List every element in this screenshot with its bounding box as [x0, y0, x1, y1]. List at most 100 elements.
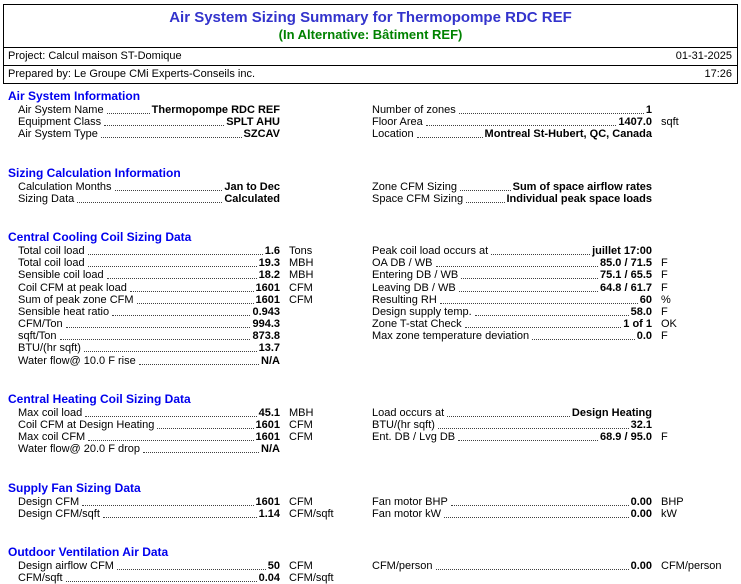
dot-leader — [437, 419, 629, 429]
dot-leader — [143, 443, 260, 454]
row-unit: sqft — [661, 116, 679, 129]
dot-leader — [116, 560, 266, 570]
supply-fan-sizing-data-right-column: Fan motor BHP 0.00 BHP Fan motor kW 0.00 kW — [372, 496, 727, 520]
report-subtitle: (In Alternative: Bâtiment REF) — [278, 27, 463, 42]
row-unit — [280, 116, 330, 128]
row-unit: F — [661, 305, 668, 318]
dot-leader — [425, 116, 617, 127]
row-unit — [280, 443, 330, 455]
dot-leader — [435, 560, 629, 570]
row-value: 1 of 1 — [623, 318, 652, 331]
dot-leader — [458, 431, 598, 442]
row-value: 873.8 — [252, 330, 280, 343]
dot-leader — [157, 419, 254, 429]
row-label: sqft/Ton — [18, 330, 57, 343]
data-row: Ent. DB / Lvg DB 68.9 / 95.0 F — [372, 431, 727, 443]
data-row: Max zone temperature deviation 0.0 F — [372, 330, 727, 342]
dot-leader — [112, 306, 251, 316]
dot-leader — [532, 330, 635, 341]
row-unit — [280, 181, 330, 193]
row-label: Design airflow CFM — [18, 559, 114, 572]
data-row: Air System Name Thermopompe RDC REF — [18, 104, 330, 116]
section-title: Central Cooling Coil Sizing Data — [8, 229, 192, 244]
dot-leader — [458, 282, 598, 292]
row-value: juillet 17:00 — [592, 244, 652, 257]
row-value: 1601 — [255, 293, 280, 306]
dot-leader — [106, 104, 150, 114]
row-value: 1.6 — [264, 244, 280, 257]
central-heating-coil-sizing-data-right-column: Load occurs at Design Heating BTU/(hr sqft… — [372, 407, 727, 456]
row-label: Sizing Data — [18, 192, 75, 205]
row-unit: CFM — [289, 495, 313, 508]
row-value: SPLT AHU — [226, 116, 280, 129]
dot-leader — [77, 193, 223, 203]
section-central-cooling-coil-sizing-data: Central Cooling Coil Sizing Data Total co… — [8, 229, 741, 367]
report-date: 01-31-2025 — [675, 50, 732, 62]
row-value: 1601 — [255, 431, 280, 444]
row-unit: OK — [661, 318, 677, 331]
row-value: 85.0 / 71.5 — [600, 257, 652, 270]
row-unit — [652, 193, 727, 205]
row-value: 1407.0 — [618, 116, 652, 129]
row-value: 0.04 — [258, 572, 280, 584]
dot-leader — [466, 193, 505, 203]
dot-leader — [87, 257, 257, 268]
row-label: Leaving DB / WB — [372, 281, 456, 294]
data-row: Zone CFM Sizing Sum of space airflow rate… — [372, 181, 727, 193]
section-title: Central Heating Coil Sizing Data — [8, 391, 191, 406]
dot-leader — [59, 330, 251, 341]
data-row: Fan motor BHP 0.00 BHP — [372, 496, 727, 508]
data-row: Floor Area 1407.0 sqft — [372, 116, 727, 128]
row-value: 18.2 — [258, 269, 280, 282]
data-row: Water flow@ 20.0 F drop N/A — [18, 443, 330, 455]
row-unit: F — [661, 431, 668, 444]
row-value: Sum of space airflow rates — [512, 180, 652, 193]
dot-leader — [88, 431, 254, 442]
report-title: Air System Sizing Summary for Thermopomp… — [169, 9, 572, 26]
section-title: Air System Information — [8, 89, 141, 103]
row-label: Total coil load — [18, 257, 85, 270]
row-label: Water flow@ 20.0 F drop — [18, 443, 141, 456]
row-label: CFM/Ton — [18, 318, 63, 331]
row-unit: CFM — [289, 431, 313, 444]
prepared-by-row: Prepared by: Le Groupe CMi Experts-Conse… — [4, 65, 737, 83]
row-unit — [652, 181, 727, 193]
row-label: Max coil load — [18, 406, 83, 419]
row-unit — [280, 104, 330, 116]
outdoor-ventilation-air-data-left-column: Design airflow CFM 50 CFM CFM/sqft 0.04 CFM/s… — [18, 559, 334, 584]
data-row: Space CFM Sizing Individual peak space lo… — [372, 193, 727, 205]
row-label: Design CFM — [18, 495, 80, 508]
row-unit — [280, 128, 330, 140]
data-row: Water flow@ 10.0 F rise N/A — [18, 355, 330, 367]
dot-leader — [444, 508, 629, 518]
row-value: 0.00 — [630, 559, 652, 572]
row-value: 0.00 — [630, 507, 652, 520]
central-cooling-coil-sizing-data-left-column: Total coil load 1.6 Tons Total coil load 19.… — [18, 245, 330, 367]
row-unit: F — [661, 330, 668, 343]
row-value: Individual peak space loads — [506, 192, 653, 205]
row-value: 0.0 — [636, 330, 652, 343]
report-time: 17:26 — [704, 68, 732, 80]
row-value: 1601 — [255, 281, 280, 294]
row-unit — [280, 318, 330, 330]
air-system-information-left-column: Air System Name Thermopompe RDC REF Equipm… — [18, 104, 330, 141]
central-cooling-coil-sizing-data-columns: Total coil load 1.6 Tons Total coil load 19.… — [8, 245, 741, 367]
data-row: CFM/sqft 0.04 CFM/sqft — [18, 572, 334, 584]
row-label: Number of zones — [372, 104, 456, 116]
dot-leader — [106, 269, 257, 280]
data-row: Max coil load 45.1 MBH — [18, 407, 330, 419]
row-value: 994.3 — [252, 318, 280, 331]
row-value: 68.9 / 95.0 — [600, 431, 652, 444]
row-value: N/A — [261, 354, 280, 367]
data-row: Total coil load 1.6 Tons — [18, 245, 330, 257]
data-row: Coil CFM at Design Heating 1601 CFM — [18, 419, 330, 431]
row-label: Sensible heat ratio — [18, 305, 110, 318]
dot-leader — [416, 128, 483, 139]
dot-leader — [464, 318, 622, 329]
row-label: OA DB / WB — [372, 257, 433, 270]
dot-leader — [129, 282, 254, 292]
row-value: 45.1 — [258, 406, 280, 419]
data-row: Calculation Months Jan to Dec — [18, 181, 330, 193]
dot-leader — [458, 104, 644, 114]
data-row: Air System Type SZCAV — [18, 128, 330, 140]
